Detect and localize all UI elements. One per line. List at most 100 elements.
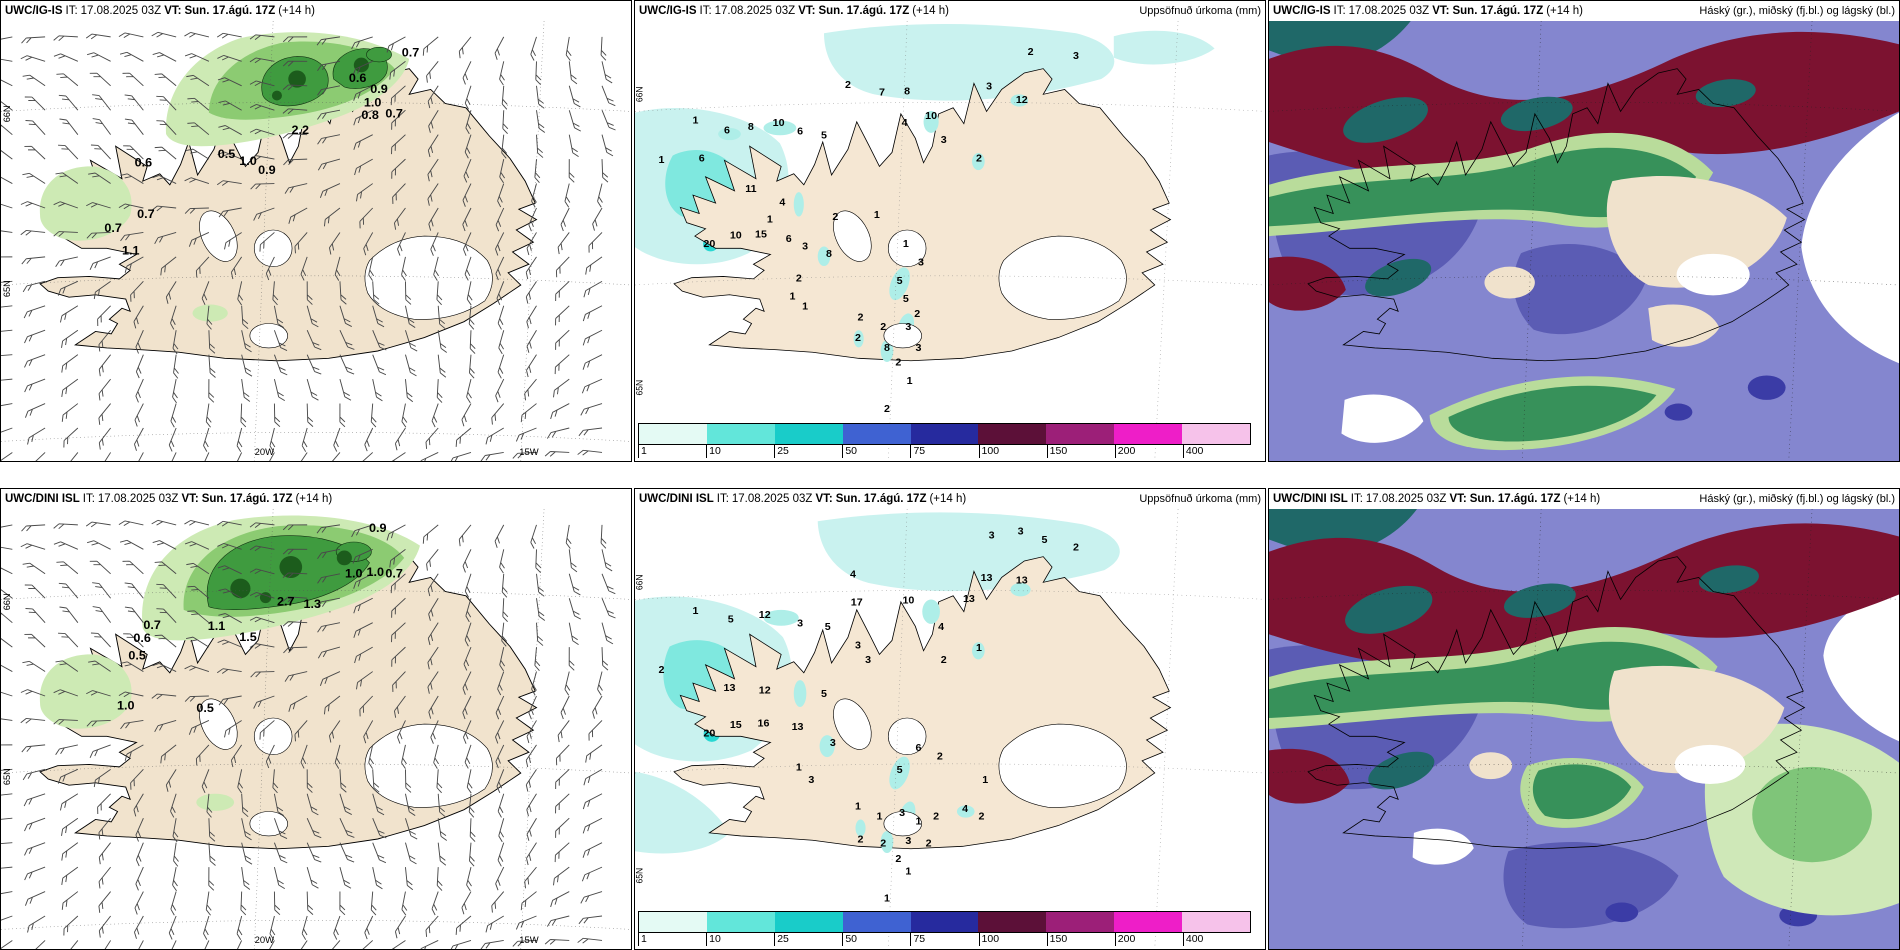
wind-barb-icon xyxy=(494,36,505,60)
wind-barb-icon xyxy=(120,173,144,184)
map-value-label: 2 xyxy=(914,308,920,320)
panel-precip-igis: UWC/IG-IS IT: 17.08.2025 03Z VT: Sun. 17.ágú… xyxy=(634,0,1266,462)
wind-barb-icon xyxy=(100,940,112,949)
map-value-label: 2 xyxy=(1028,46,1034,58)
wind-barb-icon xyxy=(588,232,603,253)
map-value-label: 1 xyxy=(876,811,882,823)
wind-barb-icon xyxy=(301,915,308,940)
wind-barb-icon xyxy=(184,53,210,62)
wind-barb-icon xyxy=(201,281,210,305)
wind-barb-icon xyxy=(405,818,418,840)
panel-header: UWC/IG-IS IT: 17.08.2025 03Z VT: Sun. 17.ágú… xyxy=(1,1,631,21)
map-value-label: 1 xyxy=(796,762,802,774)
map-value-label: 5 xyxy=(728,614,734,626)
wind-barb-icon xyxy=(165,769,177,792)
wind-barb-icon xyxy=(422,36,439,56)
colorbar-segment xyxy=(774,424,843,444)
wind-barb-icon xyxy=(22,562,46,575)
wind-barb-icon xyxy=(134,891,144,915)
map-value-label: 2 xyxy=(976,153,982,165)
wind-barb-icon xyxy=(195,256,210,278)
wind-barb-icon xyxy=(218,207,242,218)
wind-barb-icon xyxy=(63,915,79,936)
wind-barb-icon xyxy=(339,330,355,350)
map-value-label: 6 xyxy=(699,153,705,165)
map-value-label: 12 xyxy=(759,609,771,621)
wind-barb-icon xyxy=(530,36,537,61)
wind-barb-icon xyxy=(404,305,416,328)
wind-barb-icon xyxy=(405,842,417,865)
wind-barb-icon xyxy=(334,744,341,769)
map-value-label: 1.0 xyxy=(364,96,382,110)
wind-barb-icon xyxy=(525,744,537,768)
wind-barb-icon xyxy=(334,256,341,281)
wind-barb-icon xyxy=(495,256,505,281)
map-value-label: 3 xyxy=(808,774,814,786)
wind-barb-icon xyxy=(497,354,505,379)
map-value-label: 1 xyxy=(855,801,861,813)
map-value-label: 20 xyxy=(703,238,715,250)
wind-barb-icon xyxy=(431,891,439,916)
map-value-label: 0.8 xyxy=(361,108,379,122)
wind-barb-icon xyxy=(273,793,285,817)
wind-barb-icon xyxy=(20,201,46,209)
wind-barb-icon xyxy=(430,232,439,256)
map-value-label: 15 xyxy=(755,228,767,240)
wind-barb-icon xyxy=(449,940,472,949)
wind-barb-icon xyxy=(560,695,570,720)
map-value-label: 15W xyxy=(519,935,539,945)
wind-barb-icon xyxy=(368,744,375,769)
wind-barb-icon xyxy=(65,940,79,949)
wind-barb-icon xyxy=(496,281,505,305)
map-value-label: 2 xyxy=(895,853,901,865)
wind-barb-icon xyxy=(24,891,46,906)
wind-barb-icon xyxy=(135,842,144,867)
wind-barb-icon xyxy=(208,379,215,403)
wind-barb-icon xyxy=(601,159,609,183)
map-value-label: 1.0 xyxy=(117,699,135,713)
wind-barb-icon xyxy=(485,427,504,445)
map-value-label: 1.0 xyxy=(345,567,363,581)
wind-barb-icon xyxy=(339,378,352,401)
wind-barb-icon xyxy=(152,174,177,184)
map-value-label: 3 xyxy=(802,241,808,253)
wind-barb-icon xyxy=(53,541,79,550)
map-value-label: 0.7 xyxy=(143,618,161,632)
wind-barb-icon xyxy=(520,891,537,911)
wind-barb-icon xyxy=(154,73,177,87)
wind-barb-icon xyxy=(555,256,570,278)
map-value-label: 3 xyxy=(918,257,924,269)
map-value-label: 2 xyxy=(926,837,932,849)
wind-barb-icon xyxy=(184,32,210,38)
map-value-label: 1 xyxy=(874,209,880,221)
wind-barb-icon xyxy=(306,769,313,793)
wind-barb-icon xyxy=(389,60,406,80)
wind-barb-icon xyxy=(501,573,508,598)
map-value-label: 10 xyxy=(925,110,937,122)
wind-barb-icon xyxy=(195,744,210,766)
map-value-label: 5 xyxy=(897,764,903,776)
wind-barb-icon xyxy=(427,671,439,694)
wind-barb-icon xyxy=(241,842,253,865)
value-labels: 0.70.60.91.00.8 0.72.20.51.00.90.60.70.71… xyxy=(104,46,419,258)
map-value-label: 2 xyxy=(941,654,947,666)
panel-subtitle: Háský (gr.), miðský (fj.bl.) og lágský (… xyxy=(1699,493,1895,505)
wind-barb-icon xyxy=(431,403,439,428)
wind-barb-icon xyxy=(86,719,111,727)
wind-barb-icon xyxy=(306,891,314,915)
wind-barb-icon xyxy=(200,940,210,949)
map-value-label: 3 xyxy=(797,617,803,629)
map-value-label: 1 xyxy=(767,214,773,226)
wind-barb-icon xyxy=(300,256,308,281)
wind-barb-icon xyxy=(339,891,346,916)
map-value-label: 5 xyxy=(1042,534,1048,546)
wind-barb-icon xyxy=(354,158,373,176)
wind-barb-icon xyxy=(282,524,308,531)
wind-barb-icon xyxy=(133,427,144,451)
colorbar-tick-label: 50 xyxy=(842,445,857,458)
wind-barb-icon xyxy=(167,940,177,949)
axis-labels: 66N 65N xyxy=(635,574,645,883)
wind-barb-icon xyxy=(184,520,210,526)
map-value-label: 1 xyxy=(692,605,698,617)
wind-barb-icon xyxy=(98,403,111,425)
